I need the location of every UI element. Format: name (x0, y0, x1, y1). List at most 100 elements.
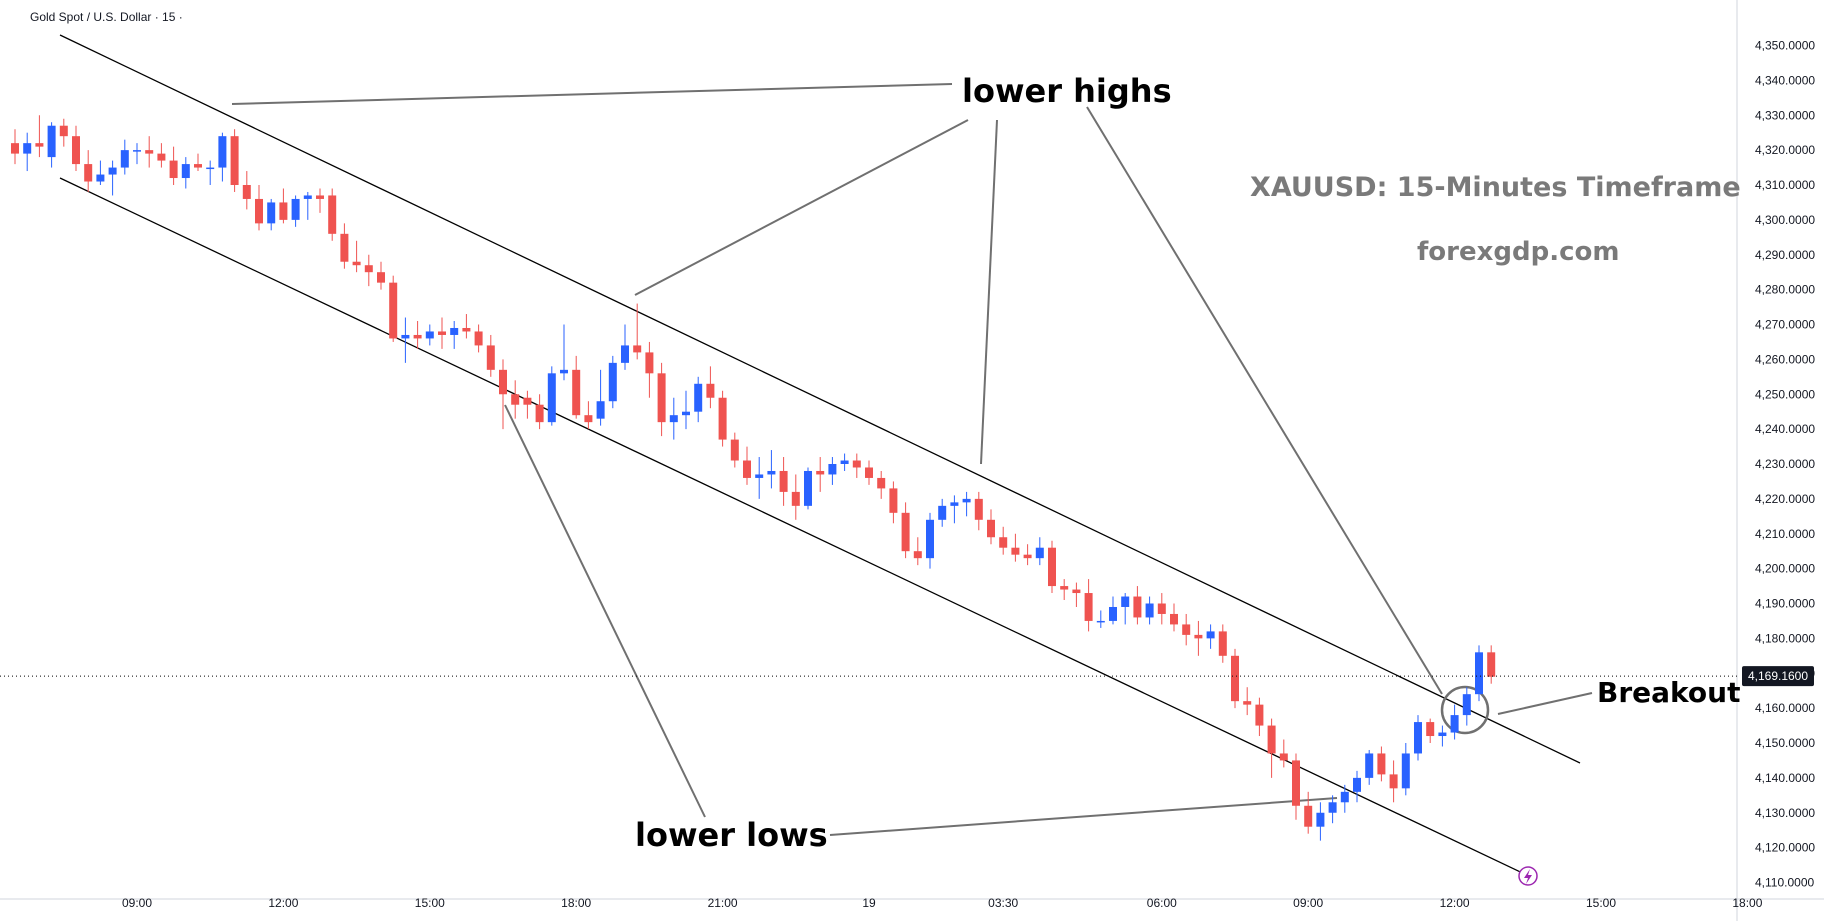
annotation-timeframe: XAUUSD: 15-Minutes Timeframe (1250, 172, 1741, 203)
candle-body (852, 460, 861, 468)
candle-body (791, 491, 800, 506)
y-tick-label: 4,200.0000 (1755, 562, 1815, 576)
candle (11, 129, 19, 165)
candle-body (962, 498, 971, 503)
candle-body (35, 143, 44, 147)
x-tick-label: 18:00 (1732, 896, 1762, 910)
alert-icon-group[interactable] (1518, 866, 1538, 886)
candle (1084, 579, 1093, 632)
y-tick-label: 4,150.0000 (1755, 736, 1815, 750)
candle (1243, 687, 1252, 716)
candle (974, 491, 983, 531)
candle-body (974, 498, 983, 520)
y-tick-label: 4,120.0000 (1755, 841, 1815, 855)
candle-body (682, 411, 690, 416)
candle-body (474, 331, 483, 346)
candle-body (1133, 596, 1142, 618)
y-tick-label: 4,340.0000 (1755, 73, 1815, 87)
candle-body (889, 488, 898, 513)
candle-body (133, 150, 141, 152)
candle (608, 355, 617, 409)
candle (425, 324, 434, 346)
candle (828, 457, 837, 485)
candle-body (1328, 802, 1337, 813)
candle-body (47, 125, 56, 158)
y-tick-label: 4,250.0000 (1755, 387, 1815, 401)
candle-body (1438, 732, 1447, 737)
candle-body (1316, 812, 1325, 827)
candle (779, 457, 788, 506)
candle-body (547, 373, 556, 423)
y-axis[interactable]: 4,110.0000 4,120.0000 4,130.0000 4,140.0000… (1755, 39, 1815, 890)
candle (72, 125, 80, 172)
candle (1023, 544, 1032, 566)
candle-body (755, 474, 764, 478)
candle-body (120, 150, 129, 168)
candle (1060, 579, 1069, 601)
candle-body (1023, 554, 1032, 559)
candle (804, 467, 812, 510)
candle (1353, 770, 1361, 803)
candle-body (1255, 704, 1264, 726)
x-axis[interactable]: 09:00 12:00 15:00 18:00 21:00 19 03:30 06:00 09:… (122, 896, 1763, 910)
candle-body (157, 153, 166, 161)
candle (1292, 753, 1300, 820)
candle-body (462, 327, 471, 332)
candle-body (291, 198, 300, 220)
candle-body (1450, 715, 1459, 733)
candle (1426, 718, 1435, 743)
candle-body (1011, 547, 1020, 555)
candle (1279, 739, 1288, 768)
candle (169, 146, 178, 185)
candle (547, 366, 556, 426)
candle-body (1060, 586, 1069, 590)
candle-body (645, 352, 654, 374)
candle-body (1096, 620, 1105, 623)
candle (1414, 715, 1422, 761)
candle-body (486, 345, 495, 370)
candle-body (1157, 603, 1166, 614)
candle-body (255, 198, 263, 224)
candle-body (499, 369, 507, 395)
candle (1462, 687, 1471, 726)
candle (596, 369, 605, 426)
candle-body (145, 150, 154, 154)
candle-body (11, 143, 19, 154)
candle-body (1194, 634, 1203, 639)
y-tick-label: 4,140.0000 (1755, 771, 1815, 785)
y-tick-label: 4,180.0000 (1755, 631, 1815, 645)
candle (1157, 593, 1166, 625)
candle (35, 115, 44, 158)
candle (572, 355, 581, 419)
annotation-website: forexgdp.com (1417, 237, 1619, 267)
y-tick-label: 4,210.0000 (1755, 527, 1815, 541)
candle (1401, 743, 1410, 796)
candle (1072, 582, 1081, 607)
candle (999, 526, 1008, 555)
candle (23, 132, 32, 172)
candle-body (608, 362, 617, 402)
candle (1438, 725, 1447, 747)
candle (523, 390, 532, 419)
last-price-badge: 4,169.1600 (1742, 666, 1814, 687)
candle-body (1218, 631, 1227, 656)
candle (255, 185, 263, 231)
candle-body (938, 505, 947, 520)
candle (206, 160, 215, 185)
candle-body (1365, 753, 1374, 778)
candle (718, 390, 727, 447)
candle (279, 188, 288, 224)
candle (352, 240, 361, 273)
candle-body (535, 404, 544, 423)
candle-body (1267, 725, 1276, 754)
candle (1170, 603, 1178, 632)
candle-body (804, 470, 812, 506)
candle (438, 317, 446, 349)
candle (1450, 704, 1459, 740)
candle-body (987, 519, 995, 538)
candle (938, 498, 947, 527)
y-tick-label: 4,310.0000 (1755, 178, 1815, 192)
candle-body (657, 373, 666, 423)
candle (1328, 795, 1337, 824)
